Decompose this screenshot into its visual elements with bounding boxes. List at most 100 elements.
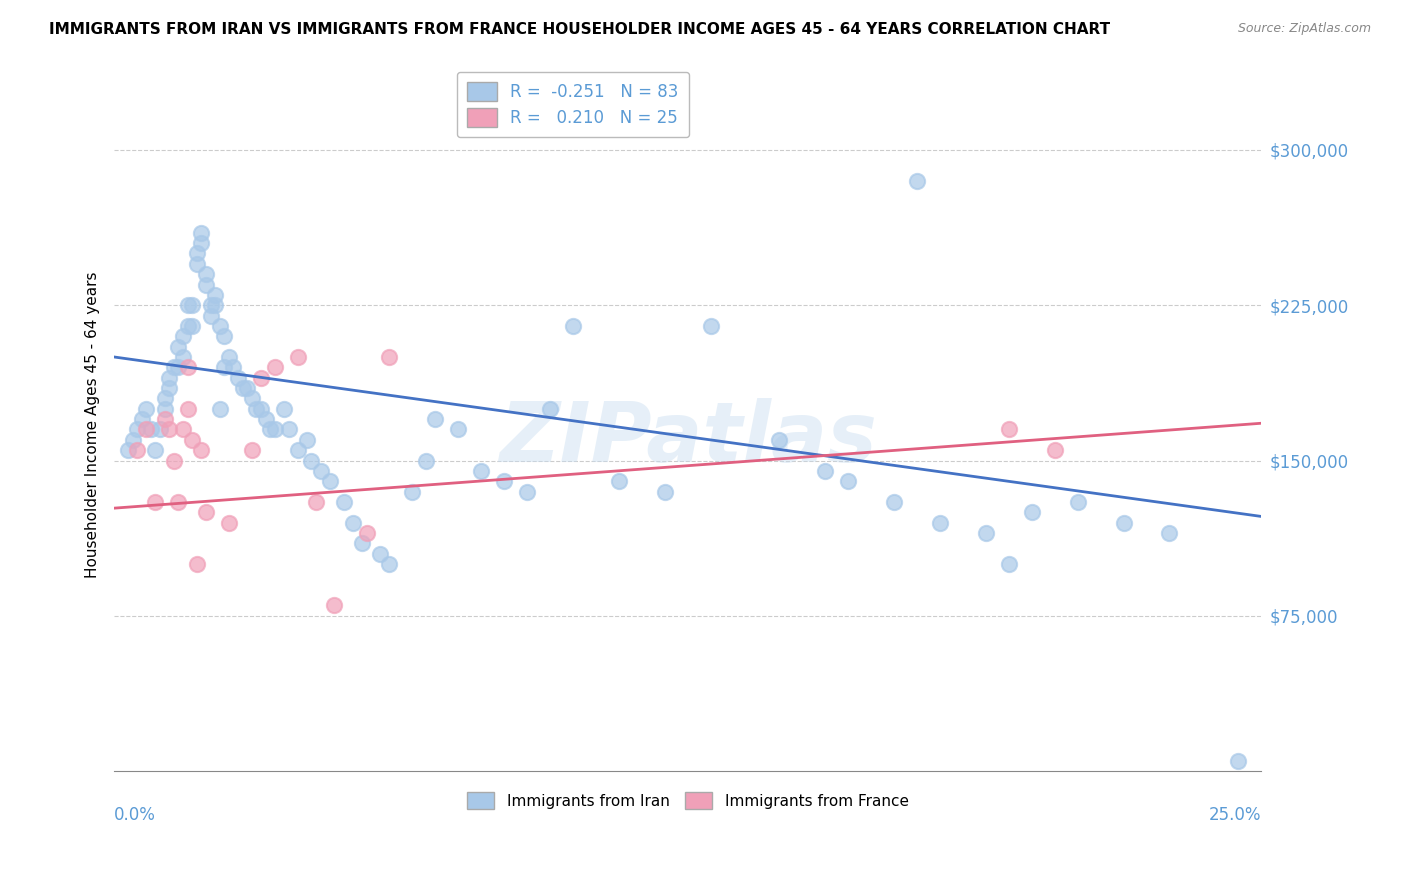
Point	[301, 453, 323, 467]
Point	[181, 433, 204, 447]
Point	[204, 298, 226, 312]
Point	[214, 360, 236, 375]
Point	[163, 360, 186, 375]
Point	[1227, 754, 1250, 768]
Point	[883, 495, 905, 509]
Point	[208, 318, 231, 333]
Point	[157, 422, 180, 436]
Point	[342, 516, 364, 530]
Point	[214, 329, 236, 343]
Point	[699, 318, 721, 333]
Point	[277, 422, 299, 436]
Point	[425, 412, 447, 426]
Point	[200, 309, 222, 323]
Point	[218, 350, 240, 364]
Point	[240, 392, 263, 406]
Point	[538, 401, 561, 416]
Y-axis label: Householder Income Ages 45 - 64 years: Householder Income Ages 45 - 64 years	[86, 271, 100, 577]
Text: ZIPatlas: ZIPatlas	[499, 398, 877, 479]
Point	[319, 475, 342, 489]
Point	[1021, 505, 1043, 519]
Text: 25.0%: 25.0%	[1209, 805, 1261, 824]
Point	[167, 360, 190, 375]
Point	[245, 401, 267, 416]
Point	[135, 401, 157, 416]
Point	[127, 443, 149, 458]
Point	[929, 516, 952, 530]
Point	[1043, 443, 1066, 458]
Point	[194, 267, 217, 281]
Point	[222, 360, 245, 375]
Point	[153, 401, 176, 416]
Point	[263, 422, 285, 436]
Point	[194, 277, 217, 292]
Point	[259, 422, 281, 436]
Point	[974, 526, 997, 541]
Point	[157, 381, 180, 395]
Point	[837, 475, 859, 489]
Point	[607, 475, 630, 489]
Point	[218, 516, 240, 530]
Point	[254, 412, 277, 426]
Point	[287, 350, 309, 364]
Point	[323, 599, 346, 613]
Point	[415, 453, 437, 467]
Point	[332, 495, 354, 509]
Point	[135, 422, 157, 436]
Point	[494, 475, 516, 489]
Point	[190, 236, 212, 251]
Point	[208, 401, 231, 416]
Point	[226, 370, 249, 384]
Point	[1159, 526, 1181, 541]
Point	[905, 174, 928, 188]
Point	[131, 412, 153, 426]
Point	[139, 422, 162, 436]
Point	[163, 453, 186, 467]
Point	[263, 360, 285, 375]
Point	[287, 443, 309, 458]
Point	[186, 257, 208, 271]
Point	[181, 318, 204, 333]
Point	[190, 443, 212, 458]
Point	[176, 401, 198, 416]
Point	[378, 350, 401, 364]
Point	[401, 484, 423, 499]
Point	[186, 246, 208, 260]
Point	[194, 505, 217, 519]
Point	[814, 464, 837, 478]
Point	[350, 536, 373, 550]
Point	[200, 298, 222, 312]
Point	[1067, 495, 1090, 509]
Point	[1112, 516, 1135, 530]
Point	[654, 484, 676, 499]
Point	[998, 557, 1021, 571]
Point	[145, 443, 167, 458]
Text: Source: ZipAtlas.com: Source: ZipAtlas.com	[1237, 22, 1371, 36]
Point	[190, 226, 212, 240]
Point	[240, 443, 263, 458]
Point	[117, 443, 139, 458]
Point	[236, 381, 259, 395]
Point	[145, 495, 167, 509]
Text: 0.0%: 0.0%	[114, 805, 156, 824]
Point	[172, 422, 194, 436]
Point	[447, 422, 470, 436]
Point	[157, 370, 180, 384]
Text: IMMIGRANTS FROM IRAN VS IMMIGRANTS FROM FRANCE HOUSEHOLDER INCOME AGES 45 - 64 Y: IMMIGRANTS FROM IRAN VS IMMIGRANTS FROM …	[49, 22, 1111, 37]
Point	[153, 412, 176, 426]
Point	[470, 464, 492, 478]
Point	[149, 422, 172, 436]
Point	[356, 526, 378, 541]
Point	[998, 422, 1021, 436]
Point	[186, 557, 208, 571]
Point	[295, 433, 318, 447]
Point	[516, 484, 538, 499]
Point	[181, 298, 204, 312]
Point	[121, 433, 143, 447]
Point	[172, 329, 194, 343]
Point	[167, 340, 190, 354]
Point	[768, 433, 790, 447]
Point	[176, 318, 198, 333]
Legend: Immigrants from Iran, Immigrants from France: Immigrants from Iran, Immigrants from Fr…	[461, 786, 915, 815]
Point	[167, 495, 190, 509]
